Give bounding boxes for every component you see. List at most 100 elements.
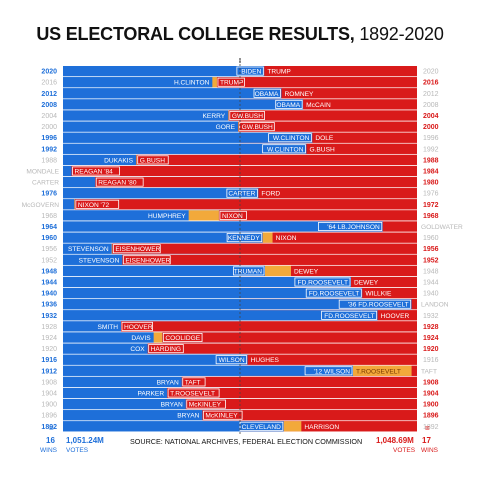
label-rep-2012: ROMNEY — [284, 91, 314, 98]
label-rep-1976: FORD — [261, 191, 280, 198]
year-right-1992: 1992 — [423, 146, 439, 153]
bar-rep-1916 — [247, 354, 417, 365]
label-rep-1916: HUGHES — [251, 357, 280, 364]
label-rep-1908: TAFT — [185, 379, 201, 386]
label-dem-1992: W.CLINTON — [267, 146, 304, 153]
year-left-2004: 2004 — [41, 113, 57, 120]
source-note: SOURCE: NATIONAL ARCHIVES, FEDERAL ELECT… — [130, 437, 363, 446]
chart-title: US ELECTORAL COLLEGE RESULTS, 1892-2020 — [0, 24, 480, 45]
dem-votes-total: 1,051.24M — [66, 436, 104, 445]
label-rep-2020: TRUMP — [267, 69, 291, 76]
label-rep-1996: DOLE — [315, 135, 334, 142]
year-right-1932: 1932 — [423, 313, 439, 320]
winner-box-1952 — [122, 255, 171, 265]
label-rep-1920: HARDING — [151, 346, 181, 353]
year-right-1900: 1900 — [423, 402, 439, 409]
rep-wins-count: 17 — [422, 436, 431, 445]
winner-box-1988 — [137, 155, 169, 165]
label-rep-2016: TRUMP — [220, 80, 244, 87]
year-right-2020: 2020 — [423, 69, 439, 76]
bar-dem-1908 — [63, 376, 182, 387]
bar-other-1972 — [74, 199, 75, 210]
winner-box-1964 — [318, 221, 383, 231]
bar-other-2004 — [228, 110, 229, 121]
bar-rep-2012 — [281, 88, 417, 99]
label-other-1912: T.ROOSEVELT — [356, 368, 401, 375]
year-left-1908: 1908 — [41, 379, 57, 386]
year-left-1976: 1976 — [41, 191, 57, 198]
winner-box-1916 — [215, 355, 248, 365]
label-dem-1924: DAVIS — [131, 335, 151, 342]
bar-rep-1936 — [411, 299, 417, 310]
label-dem-1976: CARTER — [228, 191, 255, 198]
bar-dem-1920 — [63, 343, 148, 354]
year-left-1896: 1896 — [41, 413, 57, 420]
label-dem-1892: CLEVELAND — [242, 424, 281, 431]
winner-box-2004 — [229, 111, 265, 121]
winner-box-1912 — [304, 366, 353, 376]
label-left-1984: MONDALE — [26, 169, 59, 176]
bar-other-1912 — [353, 365, 412, 376]
winner-box-1928 — [121, 321, 153, 331]
label-dem-2016: H.CLINTON — [174, 80, 210, 87]
year-left-1948: 1948 — [41, 268, 57, 275]
bar-rep-2004 — [228, 110, 417, 121]
label-rep-1992: G.BUSH — [309, 146, 335, 153]
dem-equals: = — [49, 424, 54, 433]
year-right-2016: 2016 — [423, 80, 439, 87]
label-dem-1900: BRYAN — [161, 402, 183, 409]
bar-dem-1948 — [63, 265, 265, 276]
year-left-2016: 2016 — [41, 80, 57, 87]
label-dem-1936: '36 FD.ROOSEVELT — [348, 302, 409, 309]
year-left-1912: 1912 — [41, 368, 57, 375]
rep-votes-label: VOTES — [393, 447, 416, 454]
bar-dem-2016 — [63, 77, 213, 88]
year-right-1952: 1952 — [423, 257, 439, 264]
year-right-1996: 1996 — [423, 135, 439, 142]
label-rep-1968: NIXON — [222, 213, 243, 220]
label-rep-1972: NIXON '72 — [78, 202, 110, 209]
label-dem-1908: BRYAN — [157, 379, 179, 386]
winner-box-1960 — [226, 233, 263, 243]
year-right-1940: 1940 — [423, 291, 439, 298]
bar-rep-1980 — [95, 177, 417, 188]
label-rep-1896: McKINLEY — [205, 413, 238, 420]
year-right-1988: 1988 — [423, 157, 439, 164]
year-left-1960: 1960 — [41, 235, 57, 242]
bar-other-1924 — [153, 332, 163, 343]
year-right-1920: 1920 — [423, 346, 439, 353]
label-rep-1904: T.ROOSEVELT — [170, 391, 215, 398]
year-right-1924: 1924 — [423, 335, 439, 342]
label-dem-1912: '12 WILSON — [314, 368, 351, 375]
rep-equals: = — [425, 424, 430, 433]
bar-dem-1996 — [63, 132, 313, 143]
bar-other-1892 — [283, 421, 302, 432]
winner-box-1900 — [186, 399, 226, 409]
bar-dem-1984 — [63, 165, 72, 177]
year-right-1984: 1984 — [423, 169, 439, 176]
label-rep-1892: HARRISON — [304, 424, 339, 431]
bar-rep-1952 — [122, 254, 417, 265]
label-rep-1940: WILLKIE — [365, 291, 392, 298]
bar-dem-1972 — [63, 199, 75, 210]
label-rep-1988: G.BUSH — [140, 157, 166, 164]
year-left-1904: 1904 — [41, 391, 57, 398]
bar-rep-1932 — [377, 310, 417, 321]
bar-rep-2000 — [238, 121, 417, 132]
label-rep-1960: NIXON — [276, 235, 297, 242]
year-right-1976: 1976 — [423, 191, 439, 198]
bar-dem-1904 — [63, 387, 168, 399]
bar-rep-1988 — [136, 154, 417, 165]
winner-box-1956 — [112, 244, 161, 254]
bar-dem-1960 — [63, 232, 263, 243]
title-bold: US ELECTORAL COLLEGE RESULTS, — [36, 24, 355, 44]
bar-dem-1892 — [63, 421, 284, 432]
bar-other-1956 — [111, 243, 113, 254]
year-left-2000: 2000 — [41, 124, 57, 131]
bar-rep-1908 — [181, 376, 417, 387]
dem-votes-label: VOTES — [66, 447, 89, 454]
year-right-1944: 1944 — [423, 280, 439, 287]
year-right-2004: 2004 — [423, 113, 439, 120]
bar-dem-1900 — [63, 399, 186, 410]
label-left-1980: CARTER — [32, 180, 59, 187]
